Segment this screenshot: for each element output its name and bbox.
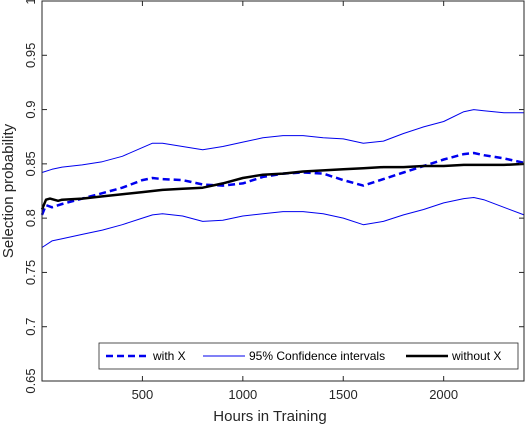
y-tick-label: 0.85 xyxy=(23,151,38,176)
y-tick-label: 0.75 xyxy=(23,260,38,285)
y-tick-label: 0.8 xyxy=(23,209,38,227)
series-line-confidence-lower xyxy=(41,197,525,248)
y-tick-label: 0.9 xyxy=(23,101,38,119)
series-line-with-x xyxy=(40,151,525,216)
axes-box xyxy=(41,0,525,382)
y-axis-ticks: 0.65 0.7 0.75 0.8 0.85 0.9 0.95 1 xyxy=(23,0,524,394)
y-tick-label: 0.7 xyxy=(23,318,38,336)
y-tick-label: 0.65 xyxy=(23,368,38,393)
legend-label-confidence-intervals: 95% Confidence intervals xyxy=(249,349,385,363)
y-axis-title: Selection probability xyxy=(0,123,17,258)
legend-label-with-x: with X xyxy=(152,349,186,363)
plot-lines xyxy=(40,109,525,248)
x-tick-label: 1000 xyxy=(228,387,257,402)
legend: with X 95% Confidence intervals without … xyxy=(98,342,519,370)
legend-label-without-x: without X xyxy=(451,349,501,363)
series-line-95-confidence-intervals xyxy=(41,109,524,173)
series-line-without-x xyxy=(40,162,525,210)
x-tick-label: 1500 xyxy=(329,387,358,402)
y-tick-label: 0.95 xyxy=(23,43,38,68)
y-tick-label: 1 xyxy=(23,0,38,5)
legend-box xyxy=(98,342,519,370)
x-axis-title: Hours in Training xyxy=(213,408,326,425)
x-axis-ticks: 500 1000 1500 2000 xyxy=(132,1,458,402)
x-tick-label: 2000 xyxy=(429,387,458,402)
x-tick-label: 500 xyxy=(132,387,154,402)
